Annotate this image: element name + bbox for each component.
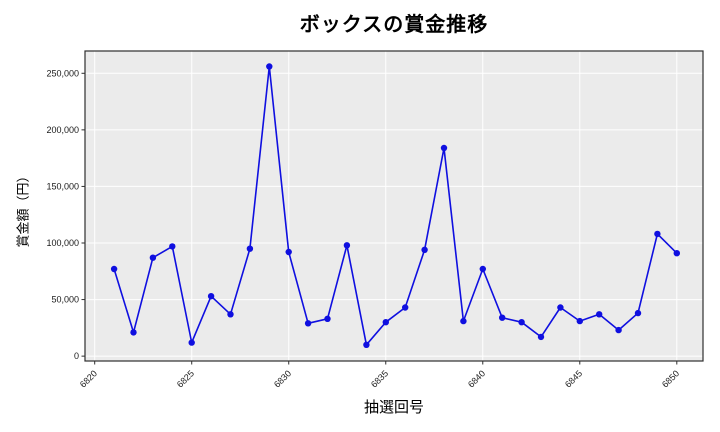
y-tick-label: 50,000 <box>51 295 79 305</box>
data-point <box>130 329 137 336</box>
data-point <box>149 254 157 261</box>
data-point <box>557 304 564 311</box>
data-point <box>169 243 176 250</box>
x-tick-label: 6850 <box>660 368 681 389</box>
data-point <box>537 333 545 341</box>
y-tick-label: 100,000 <box>46 238 79 248</box>
data-point <box>499 314 506 321</box>
data-point <box>634 309 642 317</box>
data-point <box>421 246 428 253</box>
data-point <box>382 319 389 326</box>
x-tick-label: 6830 <box>272 368 293 389</box>
data-point <box>110 265 118 273</box>
chart-title: ボックスの賞金推移 <box>299 14 489 36</box>
data-line <box>113 65 678 346</box>
data-point <box>285 248 292 256</box>
data-point <box>615 326 622 334</box>
data-point <box>343 242 351 249</box>
y-tick-label: 250,000 <box>46 68 79 78</box>
data-point <box>673 250 680 257</box>
data-point <box>596 311 603 318</box>
data-point <box>576 317 583 325</box>
x-tick-label: 6840 <box>466 368 487 389</box>
data-point <box>246 245 254 252</box>
plot-background <box>85 51 703 361</box>
x-tick-label: 6825 <box>175 368 196 389</box>
data-point <box>518 319 525 326</box>
data-point <box>188 339 195 346</box>
data-point <box>304 320 312 327</box>
data-point <box>207 293 215 300</box>
data-point <box>654 230 661 238</box>
x-tick-label: 6835 <box>369 368 390 389</box>
x-tick-label: 6845 <box>563 368 584 389</box>
y-tick-label: 150,000 <box>46 181 79 191</box>
data-point <box>363 341 370 348</box>
data-point <box>440 144 448 152</box>
data-point <box>324 315 331 322</box>
data-point <box>479 265 486 273</box>
y-tick-label: 200,000 <box>46 125 79 135</box>
data-point <box>227 311 234 318</box>
data-point <box>460 317 467 325</box>
x-axis-title: 抽選回号 <box>363 399 424 416</box>
data-point <box>402 304 409 311</box>
plot-border <box>84 50 704 362</box>
y-axis-title: 賞金額（円） <box>15 169 31 248</box>
y-tick-label: 0 <box>74 351 79 361</box>
x-tick-label: 6820 <box>78 368 99 389</box>
data-point <box>266 63 273 70</box>
